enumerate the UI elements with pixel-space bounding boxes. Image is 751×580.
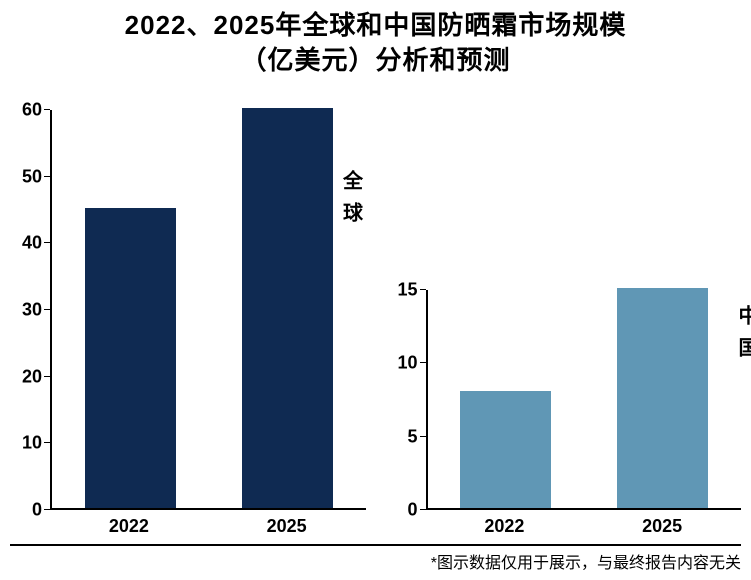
y-tick-label: 15 bbox=[397, 280, 417, 301]
bar bbox=[242, 108, 333, 508]
x-axis-labels: 20222025 bbox=[50, 516, 366, 537]
bar bbox=[85, 208, 176, 508]
plot-area bbox=[426, 290, 742, 510]
charts-row: 010203040506020222025全球 05101520222025中国 bbox=[0, 110, 751, 510]
title-line2: （亿美元）分析和预测 bbox=[0, 43, 751, 78]
chart-title: 2022、2025年全球和中国防晒霜市场规模 （亿美元）分析和预测 bbox=[0, 0, 751, 78]
plot-area bbox=[50, 110, 366, 510]
series-label: 中国 bbox=[732, 305, 751, 369]
x-tick-label: 2025 bbox=[208, 516, 366, 537]
bar bbox=[460, 391, 551, 508]
x-axis-labels: 20222025 bbox=[426, 516, 742, 537]
y-tick-mark bbox=[420, 289, 426, 290]
chart-container: 2022、2025年全球和中国防晒霜市场规模 （亿美元）分析和预测 010203… bbox=[0, 0, 751, 580]
panel-global: 010203040506020222025全球 bbox=[0, 110, 376, 510]
chart-footnote: *图示数据仅用于展示，与最终报告内容无关 bbox=[10, 544, 741, 573]
series-label: 全球 bbox=[337, 170, 366, 234]
y-tick-label: 60 bbox=[22, 100, 42, 121]
x-tick-label: 2022 bbox=[426, 516, 584, 537]
x-tick-label: 2022 bbox=[50, 516, 208, 537]
x-tick-label: 2025 bbox=[583, 516, 741, 537]
y-tick-mark bbox=[44, 109, 50, 110]
panel-china: 05101520222025中国 bbox=[376, 110, 751, 510]
title-line1: 2022、2025年全球和中国防晒霜市场规模 bbox=[0, 8, 751, 43]
bar bbox=[617, 288, 708, 508]
